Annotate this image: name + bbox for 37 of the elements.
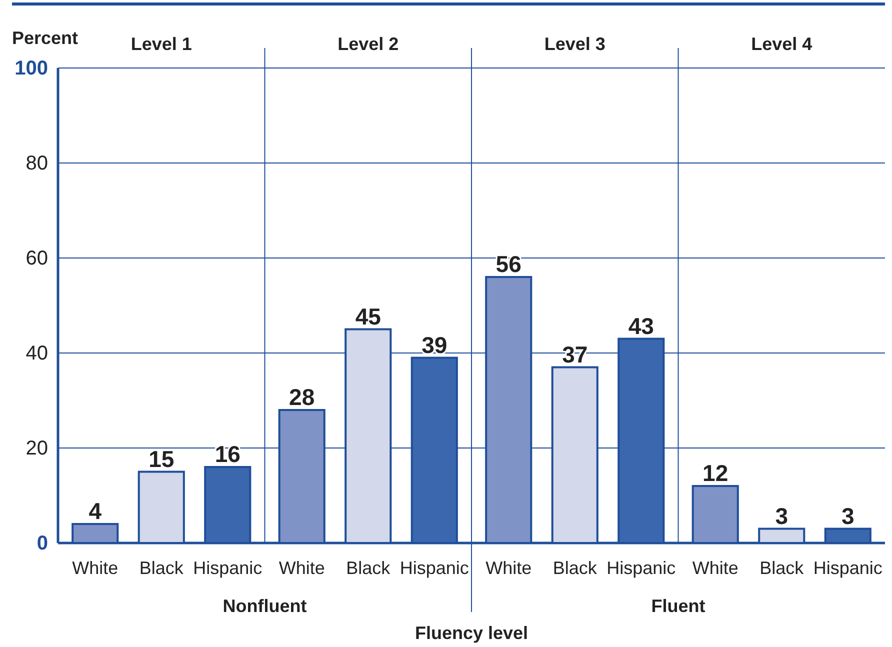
text: Fluent: [651, 596, 706, 616]
x-tick-label: White: [72, 558, 118, 578]
x-tick-label: Hispanic: [606, 558, 676, 578]
data-label: 12: [702, 460, 728, 486]
x-tick-label: Black: [346, 558, 392, 578]
x-tick-label: White: [692, 558, 738, 578]
y-tick-label: 20: [26, 437, 48, 460]
x-tick-label: White: [486, 558, 532, 578]
x-tick-label: Hispanic: [400, 558, 469, 578]
text: Level 3: [544, 34, 606, 54]
y-tick-label: 80: [26, 152, 48, 174]
x-tick-label: Black: [139, 558, 184, 578]
y-axis-title: Percent: [12, 28, 78, 48]
text: Level 1: [130, 34, 192, 54]
x-tick-label: Hispanic: [193, 558, 262, 578]
x-tick-label: Black: [760, 558, 805, 578]
data-label: 16: [214, 441, 240, 467]
data-label: 43: [628, 312, 654, 339]
x-tick-label: Black: [552, 558, 598, 578]
y-tick-label: 40: [26, 342, 48, 364]
data-label: 3: [841, 502, 854, 529]
data-label: 45: [355, 303, 382, 330]
x-tick-label: Hispanic: [813, 558, 882, 578]
y-tick-label: 0: [36, 532, 48, 554]
text: Nonfluent: [222, 596, 307, 616]
data-label: 39: [422, 332, 448, 358]
x-tick-label: White: [278, 558, 325, 578]
data-label: 28: [289, 384, 315, 410]
y-tick-label: 60: [26, 247, 48, 270]
data-label: 56: [496, 251, 522, 277]
data-label: 4: [88, 498, 102, 524]
data-label: 3: [775, 502, 788, 529]
text: Level 4: [751, 34, 812, 54]
data-label: 15: [148, 446, 174, 472]
y-tick-label: 100: [14, 57, 48, 80]
text: Level 2: [338, 34, 399, 54]
x-axis-title: Fluency level: [414, 623, 528, 643]
